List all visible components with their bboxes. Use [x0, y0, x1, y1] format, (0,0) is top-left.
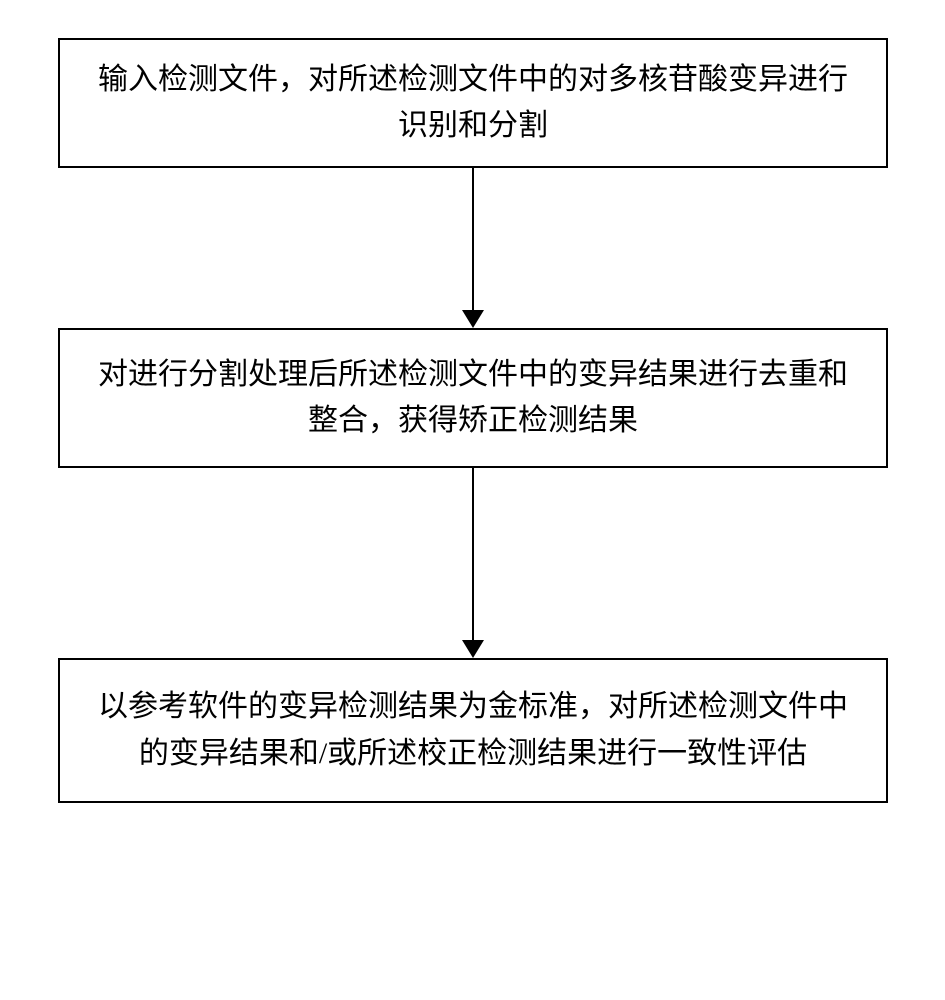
- arrow-down-icon: [458, 468, 488, 658]
- flow-step-3-text: 以参考软件的变异检测结果为金标准，对所述检测文件中的变异结果和/或所述校正检测结…: [90, 684, 856, 777]
- arrow-1-wrap: [58, 168, 888, 328]
- arrow-2-wrap: [58, 468, 888, 658]
- flowchart-container: 输入检测文件，对所述检测文件中的对多核苷酸变异进行识别和分割 对进行分割处理后所…: [58, 38, 888, 803]
- flow-step-2-text: 对进行分割处理后所述检测文件中的变异结果进行去重和整合，获得矫正检测结果: [90, 352, 856, 445]
- arrow-down-icon: [458, 168, 488, 328]
- flow-step-3: 以参考软件的变异检测结果为金标准，对所述检测文件中的变异结果和/或所述校正检测结…: [58, 658, 888, 803]
- flow-step-2: 对进行分割处理后所述检测文件中的变异结果进行去重和整合，获得矫正检测结果: [58, 328, 888, 468]
- flow-step-1: 输入检测文件，对所述检测文件中的对多核苷酸变异进行识别和分割: [58, 38, 888, 168]
- flow-step-1-text: 输入检测文件，对所述检测文件中的对多核苷酸变异进行识别和分割: [90, 57, 856, 150]
